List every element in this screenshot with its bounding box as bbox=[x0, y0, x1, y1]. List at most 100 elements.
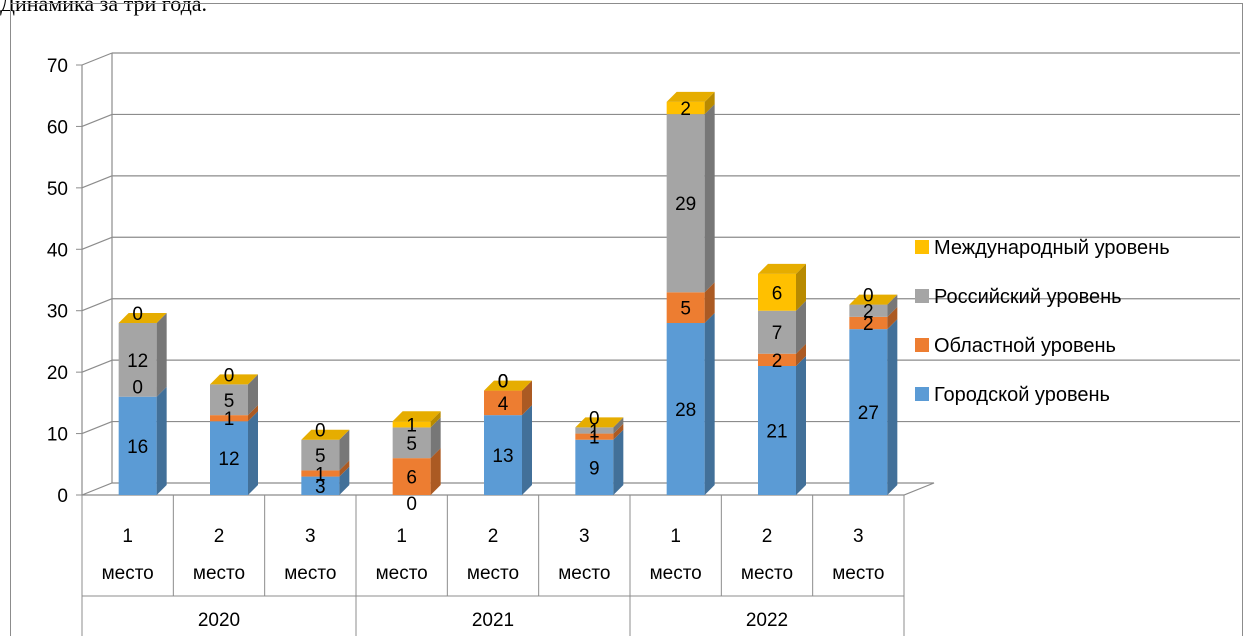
category-label-rank: 1 bbox=[670, 526, 681, 547]
category-label-place: место bbox=[284, 563, 336, 584]
data-label: 7 bbox=[772, 323, 783, 344]
bar-segment-front bbox=[849, 304, 888, 317]
gridline-side bbox=[81, 52, 113, 66]
bar-segment-front bbox=[575, 433, 614, 440]
bar-segment-side bbox=[430, 448, 441, 495]
bar-segment-front bbox=[118, 396, 157, 495]
bar-segment-side bbox=[430, 417, 441, 459]
category-label-place: место bbox=[650, 563, 702, 584]
bar-segment-side bbox=[704, 282, 715, 323]
data-label: 0 bbox=[132, 304, 143, 325]
bar-segment-front bbox=[301, 470, 340, 477]
legend-swatch bbox=[915, 240, 929, 254]
bar-segment-side bbox=[156, 313, 167, 397]
gridline-side bbox=[81, 421, 113, 435]
gridline-side bbox=[81, 359, 113, 373]
gridline-side bbox=[81, 175, 113, 189]
category-label-place: место bbox=[376, 563, 428, 584]
data-label: 1 bbox=[224, 409, 235, 430]
bar-segment-front bbox=[392, 421, 431, 428]
data-label: 29 bbox=[675, 194, 696, 215]
legend-label: Российский уровень bbox=[934, 286, 1122, 308]
group-label: 2022 bbox=[746, 610, 788, 631]
bar-segment-front bbox=[758, 310, 796, 354]
bar-segment-side bbox=[613, 417, 624, 434]
data-label: 0 bbox=[315, 421, 326, 442]
bar-top-cap bbox=[392, 411, 441, 422]
data-label: 13 bbox=[492, 446, 513, 467]
bar-segment-front bbox=[484, 415, 522, 495]
data-label: 5 bbox=[406, 434, 417, 455]
bar-segment-front bbox=[666, 292, 705, 323]
data-label: 4 bbox=[498, 394, 509, 415]
bar-segment-side bbox=[339, 466, 350, 495]
gridline-side bbox=[81, 236, 113, 250]
category-label-place: место bbox=[558, 563, 610, 584]
bar-segment-front bbox=[392, 427, 431, 459]
data-label: 0 bbox=[132, 378, 143, 399]
data-label: 0 bbox=[498, 372, 509, 393]
bar-top-cap bbox=[666, 91, 715, 102]
bar-segment-side bbox=[613, 429, 624, 495]
category-label-rank: 2 bbox=[214, 526, 225, 547]
data-label: 12 bbox=[218, 449, 239, 470]
data-label: 3 bbox=[315, 477, 326, 498]
data-label: 1 bbox=[589, 428, 600, 449]
bar-segment-front bbox=[758, 366, 796, 495]
data-label: 6 bbox=[406, 468, 417, 489]
data-label: 2 bbox=[863, 302, 874, 323]
bar-segment-side bbox=[248, 374, 258, 416]
data-label: 2 bbox=[680, 99, 691, 120]
category-label-place: место bbox=[832, 563, 884, 584]
category-label-rank: 1 bbox=[396, 526, 407, 547]
category-label-place: место bbox=[193, 563, 245, 584]
bar-segment-side bbox=[887, 319, 898, 495]
data-label: 1 bbox=[406, 415, 417, 436]
bar-segment-front bbox=[758, 353, 796, 366]
category-label-rank: 2 bbox=[488, 526, 499, 547]
bar-top-cap bbox=[210, 374, 258, 385]
bar-segment-front bbox=[575, 439, 614, 495]
bar-segment-front bbox=[575, 427, 614, 434]
bar-segment-side bbox=[522, 405, 532, 495]
bar-top-cap bbox=[758, 263, 806, 274]
legend-swatch bbox=[915, 338, 929, 352]
bar-segment-side bbox=[248, 411, 258, 495]
bar-segment-side bbox=[704, 313, 715, 495]
data-label: 28 bbox=[675, 400, 696, 421]
bar-segment-side bbox=[339, 429, 350, 471]
bar-segment-front bbox=[301, 439, 340, 471]
legend-swatch bbox=[915, 387, 929, 401]
data-label: 0 bbox=[224, 365, 235, 386]
y-tick-label: 0 bbox=[57, 486, 68, 507]
legend-label: Городской уровень bbox=[934, 384, 1110, 406]
bar-segment-front bbox=[210, 415, 248, 422]
data-label: 2 bbox=[863, 314, 874, 335]
bar-top-cap bbox=[118, 313, 167, 323]
bar-segment-front bbox=[666, 114, 705, 293]
group-label: 2021 bbox=[472, 610, 514, 631]
data-label: 21 bbox=[766, 422, 787, 443]
bar-segment-side bbox=[704, 91, 715, 115]
data-label: 16 bbox=[127, 437, 148, 458]
data-label: 2 bbox=[772, 351, 783, 372]
bar-segment-side bbox=[248, 405, 258, 422]
bar-segment-side bbox=[156, 386, 167, 495]
bar-segment-side bbox=[430, 411, 441, 428]
legend-label: Международный уровень bbox=[934, 237, 1170, 259]
bar-segment-front bbox=[210, 384, 248, 416]
bar-segment-front bbox=[758, 273, 796, 311]
bar-segment-front bbox=[666, 101, 705, 115]
bar-top-cap bbox=[301, 429, 350, 440]
category-label-place: место bbox=[741, 563, 793, 584]
y-tick-label: 20 bbox=[47, 363, 68, 384]
bar-segment-front bbox=[392, 458, 431, 495]
data-label: 0 bbox=[589, 408, 600, 429]
bar-segment-side bbox=[796, 343, 806, 366]
data-label: 27 bbox=[858, 403, 879, 424]
bar-segment-front bbox=[849, 316, 888, 330]
bar-segment-front bbox=[210, 421, 248, 495]
data-label: 5 bbox=[224, 391, 235, 412]
gridline-side bbox=[81, 113, 113, 127]
data-label: 0 bbox=[863, 286, 874, 307]
